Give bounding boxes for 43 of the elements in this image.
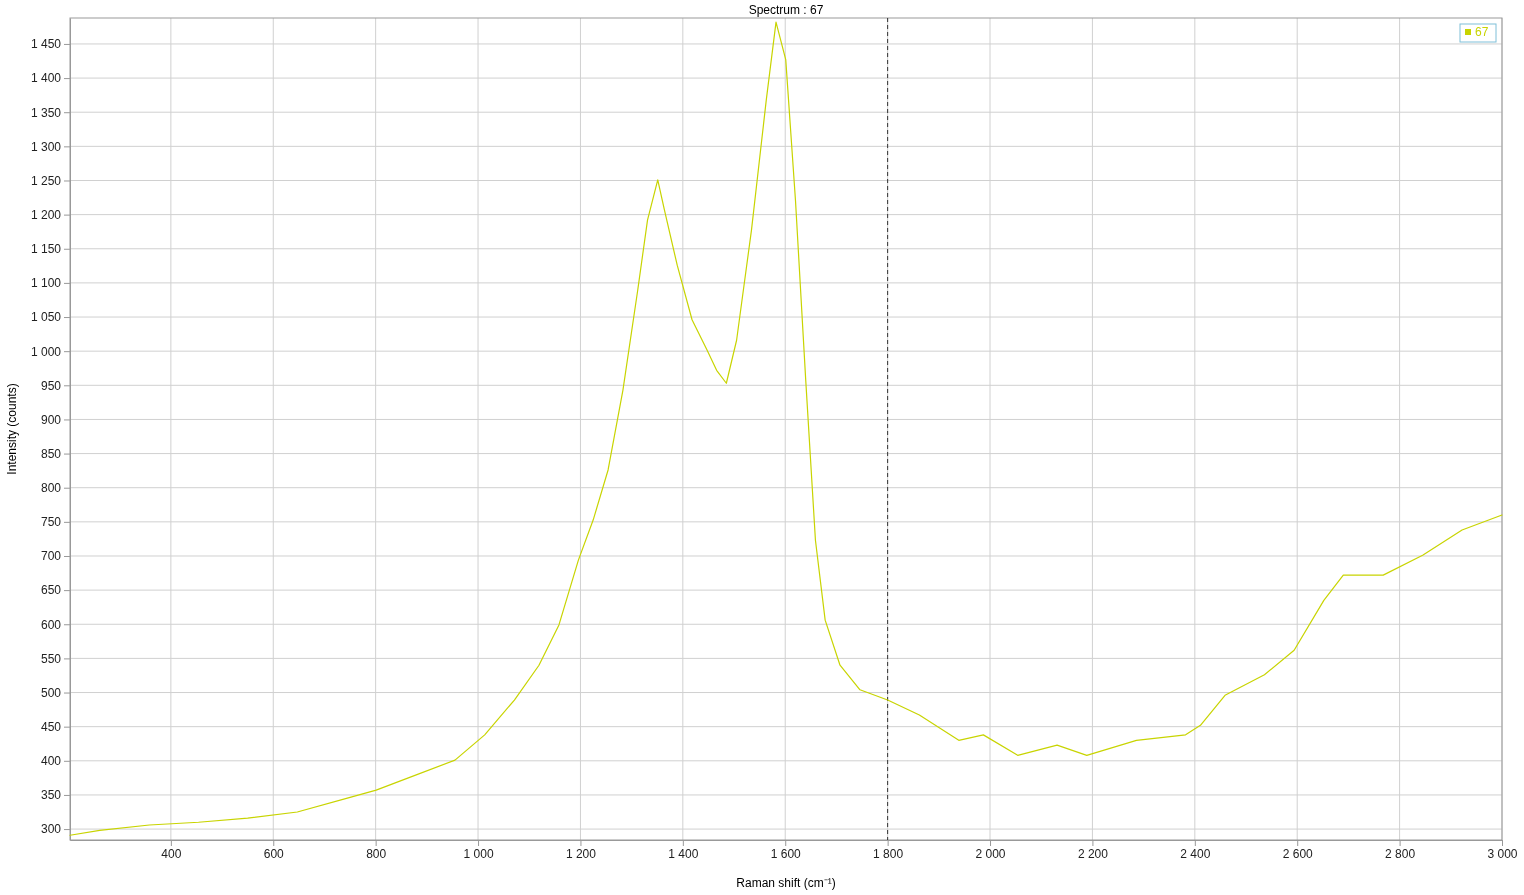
- x-tick-label: 3 000: [1487, 846, 1518, 861]
- legend-label: 67: [1475, 25, 1489, 39]
- x-tick-label: 1 600: [770, 846, 802, 861]
- y-tick-label: 600: [40, 617, 62, 632]
- y-tick-label: 350: [40, 788, 62, 803]
- x-tick-label: 800: [366, 846, 387, 861]
- y-tick-label: 400: [40, 754, 62, 769]
- y-tick-label: 750: [40, 515, 62, 530]
- y-tick-label: 950: [40, 378, 62, 393]
- y-tick-label: 800: [40, 481, 62, 496]
- y-tick-label: 1 400: [30, 71, 62, 86]
- y-tick-label: 650: [40, 583, 62, 598]
- chart-title: Spectrum : 67: [748, 3, 824, 17]
- y-tick-label: 1 100: [30, 276, 62, 291]
- y-tick-label: 1 300: [30, 139, 62, 154]
- x-tick-label: 2 000: [975, 846, 1006, 861]
- x-tick-label: 2 600: [1282, 846, 1314, 861]
- y-tick-label: 500: [40, 685, 62, 700]
- y-tick-label: 700: [40, 549, 62, 564]
- y-tick-label: 450: [40, 720, 62, 735]
- y-axis-title: Intensity (counts): [5, 383, 19, 475]
- y-tick-label: 850: [40, 446, 62, 461]
- line-series: [69, 21, 1503, 836]
- x-tick-label: 1 400: [668, 846, 699, 861]
- y-tick-label: 900: [40, 412, 62, 427]
- y-tick-label: 1 050: [30, 310, 62, 325]
- x-tick-label: 400: [161, 846, 182, 861]
- y-tick-label: 1 200: [30, 207, 62, 222]
- y-tick-label: 1 450: [30, 37, 62, 52]
- y-tick-label: 550: [40, 651, 62, 666]
- y-tick-label: 1 000: [30, 344, 62, 359]
- x-tick-label: 1 800: [873, 846, 904, 861]
- x-tick-label: 1 200: [565, 846, 597, 861]
- x-tick-label: 1 000: [463, 846, 494, 861]
- x-tick-label: 2 200: [1077, 846, 1109, 861]
- x-tick-label: 2 800: [1385, 846, 1416, 861]
- y-tick-label: 300: [40, 822, 62, 837]
- x-tick-label: 2 400: [1180, 846, 1211, 861]
- x-tick-label: 600: [263, 846, 285, 861]
- x-axis-title: Raman shift (cm⁻¹): [736, 876, 836, 890]
- y-tick-label: 1 250: [30, 173, 62, 188]
- y-tick-label: 1 350: [30, 105, 62, 120]
- y-tick-label: 1 150: [30, 242, 62, 257]
